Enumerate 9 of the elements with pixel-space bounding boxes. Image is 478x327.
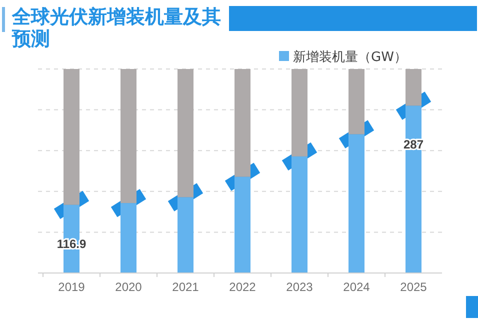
x-tick-label: 2019 (58, 280, 86, 294)
x-tick-label: 2020 (115, 280, 142, 294)
x-tick-label: 2023 (286, 280, 314, 294)
chart-title: 全球光伏新增装机量及其预测 (11, 6, 221, 50)
x-tick-label: 2024 (343, 280, 370, 294)
legend-label: 新增装机量（GW） (293, 50, 407, 65)
x-tick-label: 2025 (400, 280, 428, 294)
x-tick-label: 2022 (229, 280, 256, 294)
x-tick-label: 2021 (172, 280, 200, 294)
